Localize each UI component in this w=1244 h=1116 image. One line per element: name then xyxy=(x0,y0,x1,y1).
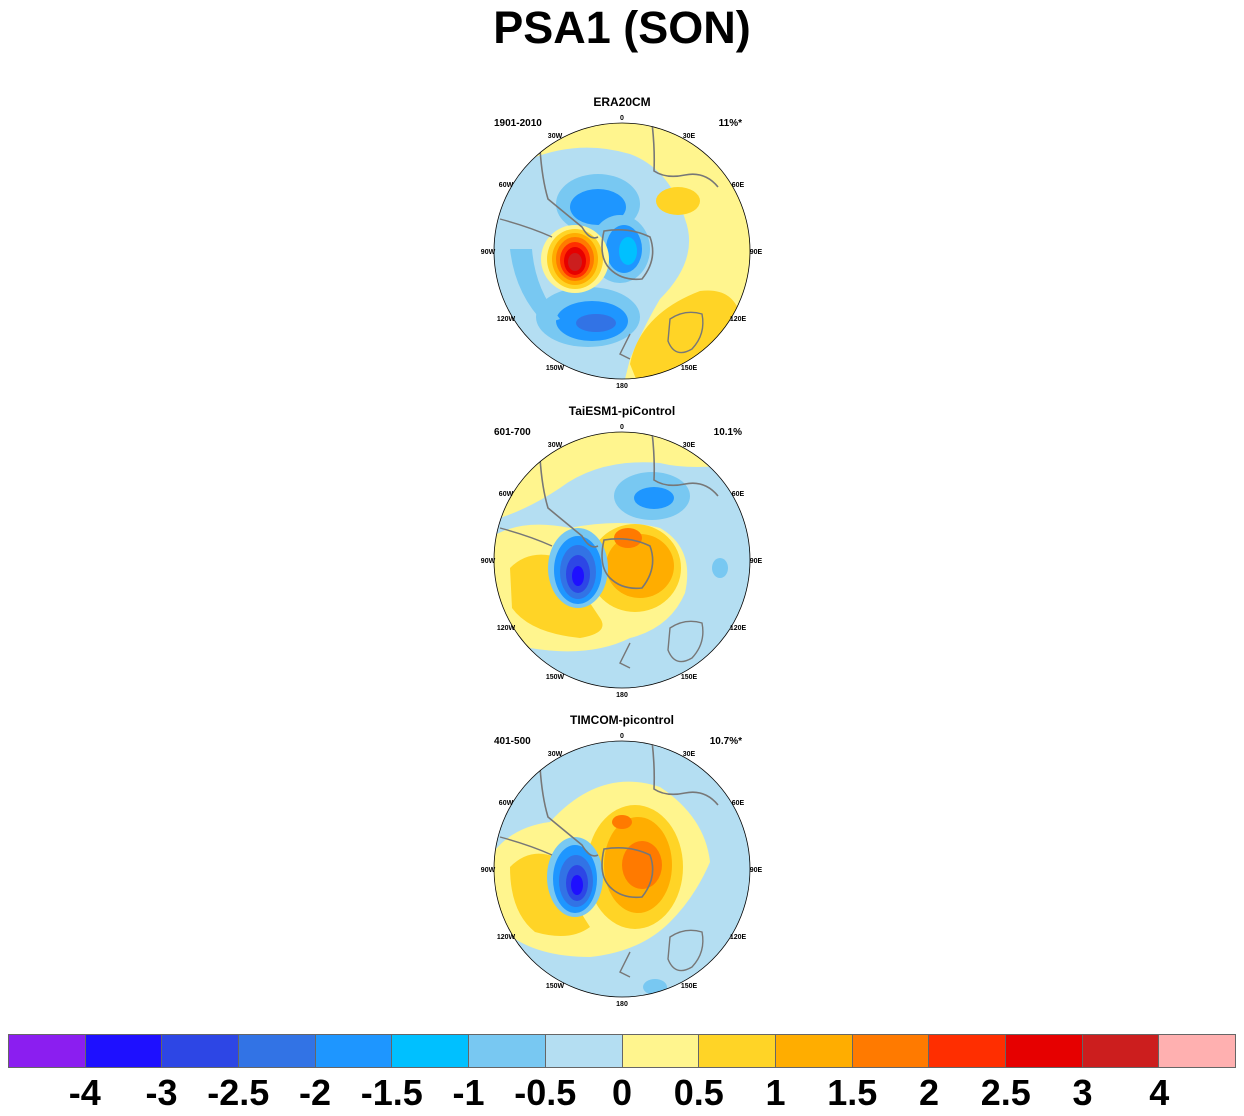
longitude-label: 60E xyxy=(732,800,745,807)
colorbar-tick-label: -2.5 xyxy=(207,1072,270,1113)
map-panel-1: ERA20CM 1901-2010 11%* xyxy=(470,95,774,395)
panel-title: ERA20CM xyxy=(593,95,651,109)
longitude-label: 60W xyxy=(499,491,514,498)
colorbar-tick-label: -2 xyxy=(298,1072,332,1113)
polar-map-era20cm: 0 30E 60E 90E 120E 150E 180 150W 120W 90W 60W 30W xyxy=(481,115,763,390)
colorbar-box xyxy=(545,1035,623,1067)
longitude-label: 60W xyxy=(499,800,514,807)
colorbar-tick-label: 2.5 xyxy=(980,1072,1031,1113)
colorbar-tick-label: 0.5 xyxy=(673,1072,724,1113)
page-title: PSA1 (SON) xyxy=(493,2,751,53)
longitude-label: 60W xyxy=(499,182,514,189)
colorbar-box xyxy=(239,1035,316,1067)
longitude-label: 30W xyxy=(548,751,563,758)
colorbar-tick-label: 3 xyxy=(1072,1072,1093,1113)
longitude-label: 150E xyxy=(681,983,698,990)
longitude-label: 150E xyxy=(681,674,698,681)
longitude-label: 90W xyxy=(481,249,496,256)
colorbar-labels: -4 -3 -2.5 -2 -1.5 -1 -0.5 0 0.5 1 1.5 2 2.5 3 4 xyxy=(0,1072,1244,1116)
colorbar-box xyxy=(1159,1035,1235,1067)
longitude-label: 150W xyxy=(546,674,565,681)
colorbar-box xyxy=(929,1035,1006,1067)
colorbar-tick-label: -0.5 xyxy=(514,1072,577,1113)
longitude-label: 90E xyxy=(750,558,763,565)
colorbar-tick-label: -4 xyxy=(68,1072,101,1113)
colorbar-tick-label: -1 xyxy=(452,1072,485,1113)
polar-map-taiesm1: 0 30E 60E 90E 120E 150E 180 150W 120W 90W 60W 30W xyxy=(481,424,763,699)
panel-period: 601-700 xyxy=(494,427,531,438)
longitude-label: 60E xyxy=(732,182,745,189)
colorbar-tick-label: 0 xyxy=(611,1072,633,1113)
colorbar-tick-label: 1.5 xyxy=(827,1072,878,1113)
panel-period: 401-500 xyxy=(494,736,531,747)
longitude-label: 30E xyxy=(683,133,696,140)
longitude-label: 150E xyxy=(681,365,698,372)
colorbar-tick-label: -1.5 xyxy=(360,1072,423,1113)
longitude-label: 150W xyxy=(546,365,565,372)
longitude-label: 60E xyxy=(732,491,745,498)
longitude-label: 30E xyxy=(683,751,696,758)
colorbar-tick-label: -3 xyxy=(145,1072,178,1113)
longitude-label: 120E xyxy=(730,316,747,323)
longitude-labels: 0 30E 60E 90E 120E 150E 180 150W 120W 90W 60W 30W xyxy=(481,115,763,390)
longitude-label: 120W xyxy=(497,625,516,632)
panel-variance: 10.7%* xyxy=(709,736,742,747)
longitude-labels: 0 30E 60E 90E 120E 150E 180 150W 120W 90W 60W 30W xyxy=(481,733,763,1008)
longitude-label: 180 xyxy=(616,1001,628,1008)
colorbar-box xyxy=(699,1035,776,1067)
panel-variance: 11%* xyxy=(718,118,742,129)
colorbar-tick-label: 1 xyxy=(765,1072,786,1113)
longitude-label: 180 xyxy=(616,692,628,699)
colorbar-box xyxy=(1082,1035,1160,1067)
longitude-label: 30E xyxy=(683,442,696,449)
panel-title: TaiESM1-piControl xyxy=(568,404,676,418)
panel-title: TIMCOM-picontrol xyxy=(570,713,674,727)
longitude-label: 150W xyxy=(546,983,565,990)
colorbar-box xyxy=(392,1035,470,1067)
longitude-label: 30W xyxy=(548,442,563,449)
longitude-label: 120W xyxy=(497,316,516,323)
longitude-label: 180 xyxy=(616,383,628,390)
longitude-label: 30W xyxy=(548,133,563,140)
longitude-labels: 0 30E 60E 90E 120E 150E 180 150W 120W 90W 60W 30W xyxy=(481,424,763,699)
colorbar-box xyxy=(1005,1035,1083,1067)
longitude-label: 90E xyxy=(750,249,763,256)
longitude-label: 0 xyxy=(620,424,624,431)
longitude-label: 120E xyxy=(730,934,747,941)
longitude-label: 0 xyxy=(620,733,624,740)
colorbar-tick-label: 4 xyxy=(1149,1072,1170,1113)
colorbar-box xyxy=(469,1035,546,1067)
colorbar-box xyxy=(9,1035,86,1067)
longitude-label: 120E xyxy=(730,625,747,632)
map-panel-2: TaiESM1-piControl 601-700 10.1% xyxy=(470,404,774,704)
panel-period: 1901-2010 xyxy=(494,118,542,129)
longitude-label: 90E xyxy=(750,867,763,874)
colorbar-box xyxy=(775,1035,853,1067)
colorbar xyxy=(8,1034,1236,1068)
colorbar-tick-label: 2 xyxy=(918,1072,940,1113)
colorbar-box xyxy=(315,1035,393,1067)
colorbar-box xyxy=(852,1035,930,1067)
panel-variance: 10.1% xyxy=(713,427,742,438)
longitude-label: 0 xyxy=(620,115,624,122)
longitude-label: 120W xyxy=(497,934,516,941)
colorbar-box xyxy=(622,1035,700,1067)
colorbar-box xyxy=(162,1035,240,1067)
longitude-label: 90W xyxy=(481,558,496,565)
colorbar-box xyxy=(85,1035,163,1067)
map-panel-3: TIMCOM-picontrol 401-500 10.7%* xyxy=(470,713,774,1013)
polar-map-timcom: 0 30E 60E 90E 120E 150E 180 150W 120W 90W 60W 30W xyxy=(481,733,763,1008)
longitude-label: 90W xyxy=(481,867,496,874)
